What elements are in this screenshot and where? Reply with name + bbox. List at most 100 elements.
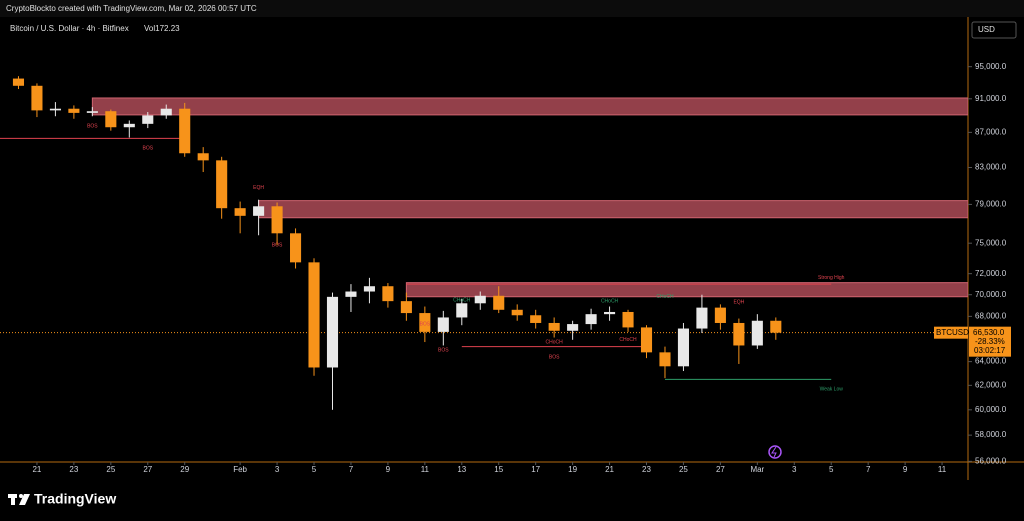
change-label: -28.33% — [975, 337, 1005, 346]
annotation: Strong High — [818, 275, 845, 281]
candle-body — [290, 233, 302, 263]
price-box — [969, 326, 1011, 357]
annotation: BOS — [272, 243, 283, 249]
zone — [258, 200, 968, 219]
x-tick-label: 21 — [32, 465, 41, 474]
candle-body — [308, 262, 320, 368]
annotation: CHoCH — [546, 339, 564, 345]
candle-body — [511, 309, 523, 316]
annotation: EQH — [733, 300, 744, 306]
x-tick-label: 29 — [180, 465, 189, 474]
symbol-box — [934, 326, 968, 339]
y-tick-label: 56,000.0 — [975, 456, 1007, 465]
candle-body — [474, 295, 486, 304]
candle-body — [604, 311, 616, 315]
candle-body — [142, 115, 154, 124]
y-tick-label: 91,000.0 — [975, 94, 1007, 103]
candle-body — [567, 324, 579, 331]
symbol: BTCUSD — [936, 328, 969, 337]
candle-body — [640, 327, 653, 353]
candle-body — [456, 303, 468, 318]
y-tick-label: 75,000.0 — [975, 238, 1007, 247]
y-tick-label: 79,000.0 — [975, 200, 1007, 209]
candle-body — [548, 322, 560, 331]
candle-body — [234, 208, 246, 216]
annotation: CHoCH — [619, 337, 637, 343]
candle-body — [677, 328, 689, 367]
candle-body — [400, 301, 412, 314]
candle-body — [419, 313, 431, 332]
x-tick-label: 27 — [143, 465, 152, 474]
candle-body — [160, 108, 172, 116]
y-tick-label: 64,000.0 — [975, 357, 1007, 366]
x-tick-label: 9 — [386, 465, 391, 474]
x-tick-label: Mar — [750, 465, 764, 474]
zone — [91, 97, 968, 116]
annotation: EQH — [253, 185, 264, 191]
x-tick-label: 11 — [938, 465, 947, 474]
candle-body — [179, 108, 191, 154]
candle-body — [733, 322, 745, 346]
x-tick-label: 7 — [866, 465, 871, 474]
x-tick-label: 25 — [679, 465, 688, 474]
candle-body — [751, 320, 763, 346]
candle-body — [271, 206, 283, 234]
candle-body — [86, 111, 98, 113]
candle-body — [622, 311, 634, 328]
candle-body — [696, 307, 708, 329]
x-tick-label: 27 — [716, 465, 725, 474]
x-tick-label: 17 — [531, 465, 540, 474]
y-tick-label: 72,000.0 — [975, 269, 1007, 278]
currency: USD — [978, 25, 995, 34]
annotation: CHoCH — [453, 297, 471, 303]
candle-body — [31, 85, 43, 111]
y-tick-label: 87,000.0 — [975, 127, 1007, 136]
y-tick-label: 95,000.0 — [975, 62, 1007, 71]
y-tick-label: 60,000.0 — [975, 405, 1007, 414]
chart-title: Bitcoin / U.S. Dollar · 4h · Bitfinex — [10, 24, 129, 33]
x-tick-label: 5 — [312, 465, 317, 474]
candle-body — [363, 286, 375, 292]
x-tick-label: 7 — [349, 465, 354, 474]
x-tick-label: 21 — [605, 465, 614, 474]
x-tick-label: 25 — [106, 465, 115, 474]
annotation: BOS — [420, 321, 431, 327]
candle-body — [197, 153, 209, 161]
x-tick-label: 15 — [494, 465, 503, 474]
candle-body — [770, 320, 782, 333]
header: CryptoBlockto created with TradingView.c… — [6, 4, 257, 13]
x-tick-label: 19 — [568, 465, 577, 474]
x-tick-label: 3 — [275, 465, 280, 474]
candle-body — [216, 160, 228, 209]
candle-body — [253, 206, 265, 216]
countdown: 03:02:17 — [974, 346, 1006, 355]
x-tick-label: 13 — [457, 465, 466, 474]
annotation: BOS — [142, 145, 153, 151]
y-tick-label: 62,000.0 — [975, 380, 1007, 389]
candle-body — [105, 111, 117, 128]
x-tick-label: 23 — [642, 465, 651, 474]
alert-icon-bolt — [771, 446, 777, 458]
x-tick-label: 9 — [903, 465, 908, 474]
y-tick-label: 58,000.0 — [975, 430, 1007, 439]
candle-body — [437, 317, 449, 332]
header-bar — [0, 0, 1024, 17]
candle-body — [382, 286, 394, 302]
candle-body — [49, 108, 61, 111]
candle-body — [345, 291, 357, 297]
candle-body — [123, 123, 135, 128]
logo: TradingView — [34, 491, 116, 507]
candle-body — [68, 108, 80, 113]
y-tick-label: 83,000.0 — [975, 163, 1007, 172]
x-tick-label: Feb — [233, 465, 247, 474]
zone — [405, 282, 968, 298]
logo-mark — [8, 494, 30, 505]
y-tick-label: 70,000.0 — [975, 290, 1007, 299]
currency-button[interactable] — [971, 21, 1017, 39]
alert-icon[interactable] — [768, 445, 782, 459]
candle-body — [714, 307, 726, 323]
x-tick-label: 3 — [792, 465, 797, 474]
annotation: BOS — [87, 124, 98, 130]
